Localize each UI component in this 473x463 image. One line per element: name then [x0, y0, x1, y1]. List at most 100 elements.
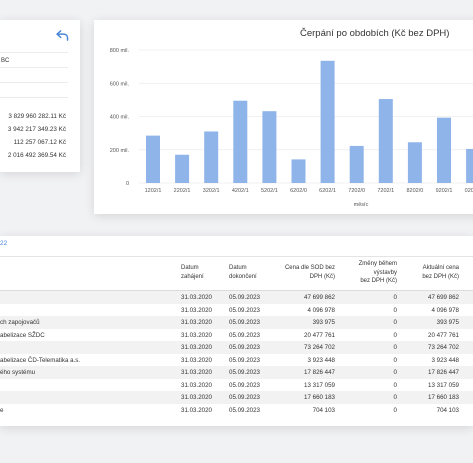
cell-cena: 17 826 447: [304, 369, 335, 376]
table-heading: 22: [0, 240, 8, 247]
cell-akt: 4 096 978: [431, 306, 459, 314]
table-row[interactable]: e 31.03.2020 05.09.2023 704 103 0 704 103: [0, 404, 473, 417]
table-row[interactable]: abelizace ČD-Telematika a.s. 31.03.2020 05…: [0, 354, 473, 367]
cell-end: 05.09.2023: [229, 306, 260, 314]
cell-zmeny: 0: [393, 294, 397, 301]
cell-name: ého systému: [0, 369, 36, 376]
bar[interactable]: [204, 131, 219, 183]
cell-name: abelizace SŽDC: [0, 331, 45, 339]
table-card: 22 Datum zahájení Datum dokončení Cena d…: [0, 236, 473, 426]
y-tick-label: 0: [126, 181, 129, 187]
col-header-line: zahájení: [181, 273, 204, 280]
cell-cena: 13 317 059: [304, 381, 335, 389]
col-header-line: dokončení: [229, 273, 257, 280]
cell-zmeny: 0: [393, 306, 397, 314]
col-header-line: bez DPH (Kč): [360, 278, 397, 284]
summary-value: 3 942 217 349.23 Kč: [7, 126, 66, 133]
col-header-line: DPH (Kč): [309, 273, 335, 280]
x-tick-label: 9202/1: [436, 188, 453, 194]
cell-start: 31.03.2020: [181, 344, 212, 351]
cell-cena: 17 660 183: [304, 394, 335, 401]
cell-akt: 393 975: [436, 319, 459, 326]
cell-zmeny: 0: [393, 331, 397, 339]
cell-start: 31.03.2020: [181, 294, 212, 301]
bar[interactable]: [466, 148, 473, 183]
cell-cena: 47 699 862: [304, 294, 335, 301]
cell-start: 31.03.2020: [181, 369, 212, 376]
cell-end: 05.09.2023: [229, 369, 260, 376]
x-tick-label: 7202/0: [348, 188, 365, 194]
cell-cena: 704 103: [312, 406, 335, 414]
table-row[interactable]: ch zapojovačů 31.03.2020 05.09.2023 393 975…: [0, 316, 473, 329]
cell-akt: 17 660 183: [428, 394, 459, 401]
cell-end: 05.09.2023: [229, 331, 260, 339]
y-tick-label: 200 mil.: [110, 148, 130, 154]
cell-end: 05.09.2023: [229, 344, 260, 351]
cell-zmeny: 0: [393, 319, 397, 326]
col-header-end: Datum dokončení: [229, 264, 257, 281]
cell-akt: 20 477 761: [428, 331, 459, 339]
summary-value: 112 257 067.12 Kč: [13, 139, 66, 146]
table-row[interactable]: abelizace SŽDC 31.03.2020 05.09.2023 20 477…: [0, 329, 473, 342]
summary-row: [0, 86, 68, 98]
bar[interactable]: [378, 99, 393, 183]
cell-zmeny: 0: [393, 369, 397, 376]
col-header-line: výstavby: [373, 269, 397, 276]
x-tick-label: 5202/1: [261, 188, 278, 194]
bar-chart: 0 200 mil. 400 mil. 600 mil. 800 mil. 1202/1 2…: [110, 48, 473, 208]
table-top-border: [0, 256, 473, 257]
x-tick-label: 4202/1: [232, 188, 249, 194]
bar[interactable]: [291, 159, 306, 183]
summary-card: BC 3 829 960 282.11 Kč 3 942 217 349.23 …: [0, 20, 80, 172]
col-header-line: Cena dle SOD bez: [284, 265, 335, 271]
col-header-zmeny: Změny během výstavby bez DPH (Kč): [359, 260, 397, 286]
table-row[interactable]: 31.03.2020 05.09.2023 4 096 978 0 4 096 978: [0, 304, 473, 317]
bar[interactable]: [437, 117, 451, 183]
col-header-line: bez DPH (Kč): [422, 273, 459, 280]
cell-end: 05.09.2023: [229, 294, 260, 301]
y-tick-label: 800 mil.: [110, 48, 130, 54]
x-axis-label: měsíc: [354, 202, 369, 208]
col-header-line: Aktuální cena: [422, 265, 459, 271]
cell-zmeny: 0: [393, 381, 397, 389]
bar[interactable]: [262, 111, 277, 183]
summary-row-label: BC: [1, 58, 10, 64]
summary-value: 2 016 492 369.54 Kč: [7, 152, 66, 159]
table-row[interactable]: ého systému 31.03.2020 05.09.2023 17 826 44…: [0, 366, 473, 379]
table-row[interactable]: 31.03.2020 05.09.2023 47 699 862 0 47 699 86…: [0, 291, 473, 304]
x-tick-label: 3202/1: [203, 188, 220, 194]
cell-end: 05.09.2023: [229, 394, 260, 401]
cell-cena: 73 264 702: [304, 344, 335, 351]
y-tick-label: 600 mil.: [110, 81, 130, 87]
y-tick-label: 400 mil.: [110, 115, 130, 121]
cell-akt: 3 923 448: [431, 356, 459, 364]
cell-name: abelizace ČD-Telematika a.s.: [0, 356, 81, 364]
table-row[interactable]: 31.03.2020 05.09.2023 17 660 183 0 17 660 18…: [0, 391, 473, 404]
x-tick-label: 6202/1: [319, 188, 336, 194]
table-row[interactable]: 31.03.2020 05.09.2023 73 264 702 0 73 264 70…: [0, 341, 473, 354]
bar[interactable]: [233, 100, 248, 183]
cell-end: 05.09.2023: [229, 356, 260, 364]
col-header-line: Datum: [229, 265, 247, 271]
x-tick-label: 0202/1: [465, 188, 473, 194]
bar[interactable]: [349, 145, 364, 183]
cell-end: 05.09.2023: [229, 406, 260, 414]
cell-cena: 4 096 978: [307, 306, 335, 314]
bar[interactable]: [407, 142, 422, 183]
cell-akt: 73 264 702: [428, 344, 459, 351]
undo-icon[interactable]: [56, 30, 69, 41]
table-row[interactable]: 31.03.2020 05.09.2023 13 317 059 0 13 317 05…: [0, 379, 473, 392]
col-header-start: Datum zahájení: [181, 264, 204, 281]
col-header-akt: Aktuální cena bez DPH (Kč): [422, 264, 459, 281]
bar[interactable]: [146, 135, 160, 183]
summary-row: [0, 71, 68, 83]
bar[interactable]: [175, 154, 190, 183]
summary-row: [0, 41, 68, 53]
summary-value: 3 829 960 282.11 Kč: [8, 113, 66, 120]
col-header-line: Datum: [181, 265, 199, 271]
bar[interactable]: [320, 60, 335, 183]
cell-start: 31.03.2020: [181, 306, 212, 314]
cell-zmeny: 0: [393, 356, 397, 364]
cell-start: 31.03.2020: [181, 319, 212, 326]
header-divider: [0, 290, 473, 291]
